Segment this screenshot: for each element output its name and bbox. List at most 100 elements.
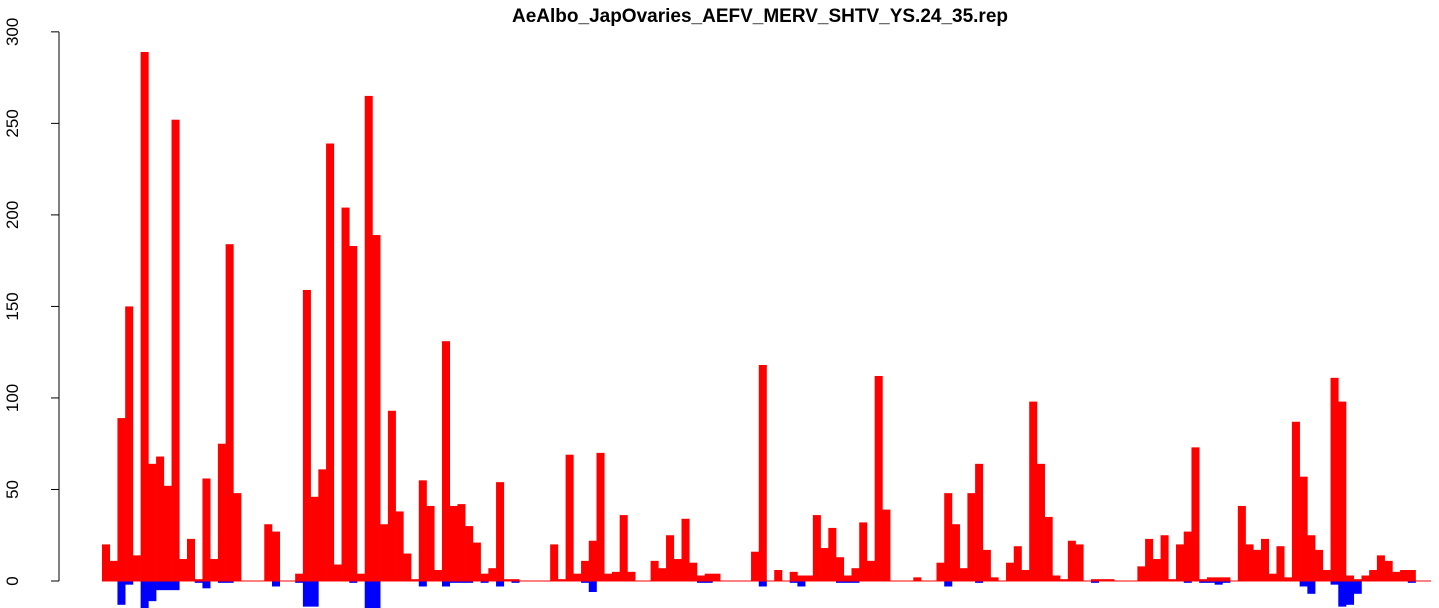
positive-bar (125, 306, 134, 581)
negative-bar (125, 581, 134, 585)
positive-bar (828, 527, 837, 581)
positive-bar (751, 551, 760, 581)
positive-bar (1346, 575, 1355, 581)
negative-bar (271, 581, 281, 587)
positive-bar (356, 573, 366, 581)
positive-bar (349, 246, 358, 581)
positive-bar (1160, 535, 1169, 581)
y-tick-label: 50 (3, 480, 22, 499)
positive-bar (820, 548, 829, 581)
negative-bar (1299, 581, 1308, 587)
positive-bar (233, 493, 242, 581)
negative-bar (1222, 581, 1231, 583)
positive-bar (588, 540, 597, 581)
positive-bar (271, 531, 281, 581)
positive-bar (434, 570, 443, 581)
positive-bar (1214, 577, 1223, 581)
positive-bar (210, 559, 219, 581)
negative-bar (843, 581, 852, 583)
positive-bar (1036, 463, 1045, 581)
positive-bar (179, 559, 188, 581)
positive-bar (488, 568, 497, 581)
positive-bar (1183, 531, 1192, 581)
positive-bar (1369, 570, 1378, 581)
positive-bar (225, 244, 234, 581)
positive-series-bars (102, 51, 1416, 582)
negative-bar (457, 581, 466, 583)
positive-bar (465, 526, 474, 581)
positive-bar (411, 579, 420, 581)
positive-bar (148, 463, 157, 581)
negative-bar (1353, 581, 1362, 594)
positive-bar (913, 577, 922, 581)
negative-bar (581, 581, 590, 583)
positive-bar (797, 575, 806, 581)
negative-bar (1330, 581, 1339, 585)
positive-bar (1315, 549, 1324, 581)
positive-bar (789, 571, 798, 581)
positive-bar (673, 559, 682, 581)
positive-bar (1098, 579, 1107, 581)
negative-bar (372, 581, 381, 608)
positive-bar (611, 571, 620, 581)
negative-bar (1199, 581, 1208, 583)
positive-bar (1060, 579, 1069, 581)
y-tick-label: 100 (3, 384, 22, 412)
positive-bar (851, 568, 860, 581)
negative-bar (441, 581, 451, 587)
positive-bar (333, 564, 342, 581)
positive-bar (1237, 505, 1246, 581)
positive-bar (843, 575, 852, 581)
positive-bar (1407, 570, 1416, 581)
negative-bar (1346, 581, 1355, 605)
negative-bar (1338, 581, 1347, 607)
negative-bar (217, 581, 226, 583)
positive-bar (171, 119, 180, 582)
negative-bar (310, 581, 319, 607)
negative-bar (148, 581, 157, 602)
negative-bar (1091, 581, 1100, 583)
positive-bar (681, 518, 690, 581)
negative-series-bars (117, 581, 1416, 608)
positive-bar (1245, 544, 1254, 581)
chart-title: AeAlbo_JapOvaries_AEFV_MERV_SHTV_YS.24_3… (512, 6, 1008, 27)
positive-bar (1361, 575, 1370, 581)
positive-bar (395, 511, 404, 581)
negative-bar (156, 581, 165, 591)
positive-bar (990, 577, 999, 581)
positive-bar (186, 538, 196, 581)
positive-bar (627, 571, 636, 581)
positive-bar (604, 573, 613, 581)
positive-bar (859, 522, 868, 581)
y-tick-label: 200 (3, 201, 22, 229)
positive-bar (1384, 560, 1393, 581)
negative-bar (1183, 581, 1192, 583)
negative-bar (171, 581, 180, 591)
y-axis: 0 50 100 150 200 250 300 (3, 18, 60, 586)
negative-bar (465, 581, 474, 583)
positive-bar (102, 544, 111, 581)
positive-bar (882, 509, 891, 581)
positive-bar (326, 143, 335, 581)
positive-bar (1299, 476, 1308, 581)
positive-bar (1268, 573, 1277, 581)
positive-bar (774, 570, 783, 581)
y-tick-label: 250 (3, 109, 22, 137)
positive-bar (712, 573, 721, 581)
positive-bar (1284, 577, 1293, 581)
positive-bar (318, 469, 327, 581)
positive-bar (156, 456, 165, 581)
positive-bar (975, 463, 984, 581)
positive-bar (836, 557, 845, 581)
positive-bar (503, 579, 512, 581)
positive-bar (341, 207, 350, 581)
positive-bar (1322, 570, 1331, 581)
positive-bar (967, 493, 976, 581)
positive-bar (866, 560, 875, 581)
negative-bar (704, 581, 713, 583)
positive-bar (1052, 575, 1061, 581)
y-tick-label: 300 (3, 18, 22, 46)
positive-bar (1021, 570, 1030, 581)
negative-bar (117, 581, 126, 605)
